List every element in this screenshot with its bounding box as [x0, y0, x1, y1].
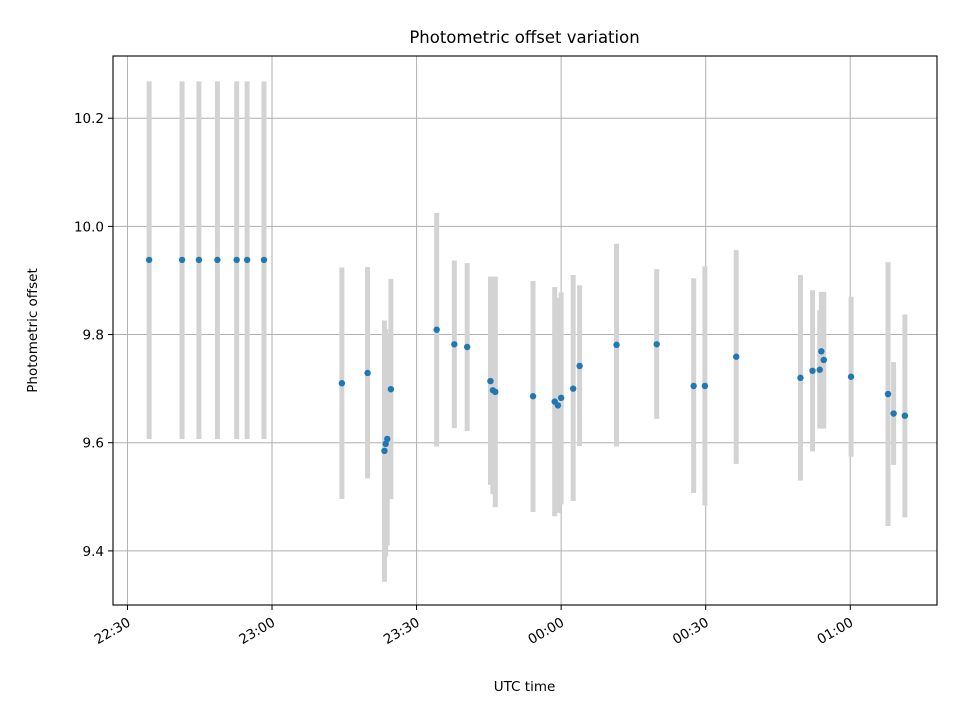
data-point — [451, 341, 458, 348]
data-point — [487, 377, 494, 385]
data-point — [214, 256, 221, 264]
data-point — [554, 402, 562, 409]
data-point — [492, 388, 499, 396]
data-point — [387, 385, 395, 393]
data-point — [381, 447, 388, 455]
data-point — [901, 412, 909, 419]
data-point — [382, 440, 389, 448]
y-tick-label: 10.0 — [74, 219, 104, 235]
data-point — [847, 373, 855, 380]
data-point — [145, 256, 153, 264]
data-point — [890, 410, 897, 417]
data-point — [233, 256, 240, 264]
data-point — [809, 367, 816, 374]
data-point — [818, 348, 825, 355]
y-axis-label: Photometric offset — [25, 268, 41, 392]
data-point — [797, 374, 804, 382]
data-point — [884, 390, 892, 398]
data-point — [433, 326, 440, 333]
plot-frame — [112, 55, 938, 606]
x-axis-label: UTC time — [494, 679, 556, 695]
y-tick-label: 9.4 — [83, 544, 104, 560]
data-point — [820, 356, 827, 364]
data-point — [613, 341, 620, 349]
y-tick-label: 9.6 — [83, 436, 104, 452]
data-points — [145, 256, 909, 455]
data-point — [338, 380, 346, 387]
y-tick-label: 9.8 — [83, 328, 104, 344]
data-point — [195, 256, 203, 264]
data-point — [733, 353, 740, 360]
data-point — [576, 362, 583, 370]
data-point — [178, 256, 186, 264]
data-point — [816, 366, 823, 373]
data-point — [384, 435, 391, 443]
data-point — [463, 343, 471, 351]
chart-title: Photometric offset variation — [409, 28, 639, 47]
y-tick-label: 10.2 — [74, 111, 104, 127]
data-point — [529, 393, 537, 400]
data-point — [243, 256, 251, 264]
data-point — [690, 382, 697, 390]
data-point — [364, 369, 371, 377]
data-point — [701, 382, 709, 390]
data-point — [260, 256, 268, 264]
data-point — [569, 385, 577, 392]
data-point — [653, 341, 660, 348]
data-point — [557, 394, 565, 402]
y-axis-ticks: 9.4 9.6 9.8 10.0 10.2 — [74, 111, 113, 560]
